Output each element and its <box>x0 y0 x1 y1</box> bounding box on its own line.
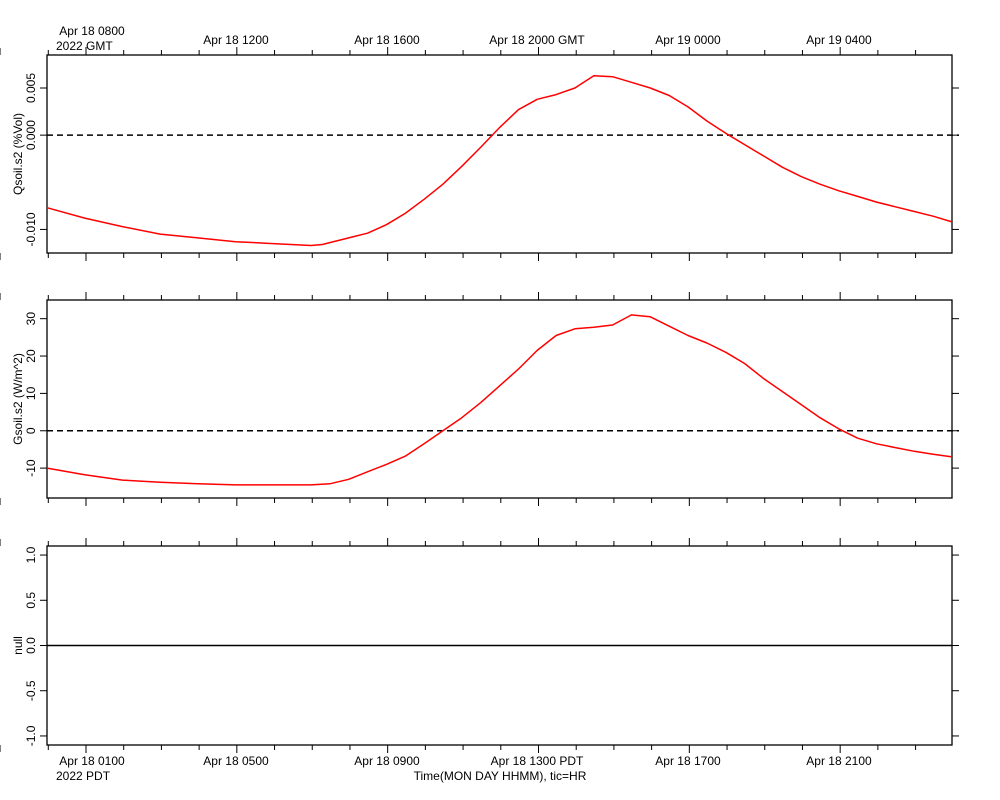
panel-2-y-tick-label: 10 <box>24 386 38 400</box>
x-axis-label: Time(MON DAY HHMM), tic=HR <box>414 769 587 783</box>
panel-2-y-tick-label: 20 <box>24 349 38 363</box>
top-axis-tick-label: Apr 19 0000 <box>655 33 721 47</box>
panel-2-series-line <box>46 314 953 486</box>
bottom-axis-tick-label: Apr 18 2100 <box>806 754 872 768</box>
panel-1-y-axis-label: Qsoil.s2 (%Vol) <box>11 113 25 195</box>
panel-3-y-tick-label: -0.5 <box>24 680 38 701</box>
panel-1-frame <box>46 54 953 254</box>
top-axis-tick-label: Apr 18 1600 <box>354 33 420 47</box>
bottom-axis-tick-label: Apr 18 0100 <box>59 754 125 768</box>
panel-3-y-tick-label: 0.5 <box>24 592 38 609</box>
panel-2-y-tick-label: 0 <box>24 427 38 434</box>
panel-3-y-axis-label: null <box>11 636 25 655</box>
top-axis-tick-label: Apr 18 1200 <box>203 33 269 47</box>
top-axis-tick-label: Apr 18 0800 <box>59 24 125 38</box>
panel-1-y-tick-label: 0.000 <box>24 120 38 150</box>
panel-2-frame <box>46 299 953 499</box>
panel-3-y-tick-label: -1.0 <box>24 725 38 746</box>
panel-1-series-line <box>46 74 953 247</box>
bottom-axis-tick-label: Apr 18 0500 <box>203 754 269 768</box>
top-axis-year-label: 2022 GMT <box>56 39 113 53</box>
panel-2-y-tick-label: -10 <box>24 459 38 477</box>
panel-3-y-tick-label: 0.0 <box>24 637 38 654</box>
top-axis-tick-label: Apr 18 2000 GMT <box>489 33 585 47</box>
top-axis-tick-label: Apr 19 0400 <box>806 33 872 47</box>
panel-2-y-tick-label: 30 <box>24 312 38 326</box>
panel-1-y-tick-label: 0.005 <box>24 73 38 103</box>
bottom-axis-tick-label: Apr 18 1300 PDT <box>491 754 584 768</box>
panel-3-y-tick-label: 1.0 <box>24 546 38 563</box>
panel-1-y-tick-label: -0.010 <box>24 212 38 246</box>
panel-2-y-axis-label: Gsoil.s2 (W/m^2) <box>11 353 25 445</box>
bottom-axis-year-label: 2022 PDT <box>56 769 111 783</box>
bottom-axis-tick-label: Apr 18 1700 <box>655 754 721 768</box>
bottom-axis-tick-label: Apr 18 0900 <box>354 754 420 768</box>
